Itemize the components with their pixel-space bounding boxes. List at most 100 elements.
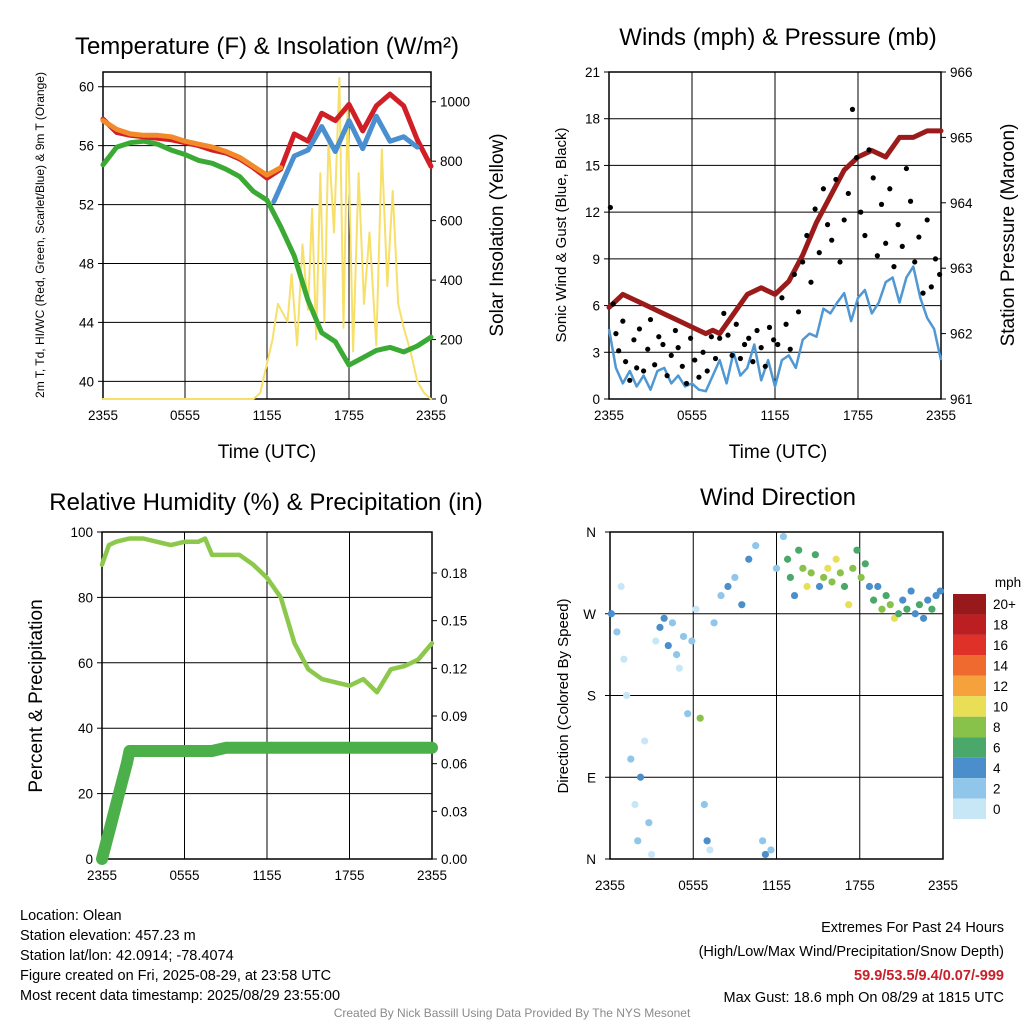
temperature-x-tick-label: 2355: [88, 408, 118, 423]
humidity-x-tick-label: 1755: [334, 868, 364, 883]
latlon-text: Station lat/lon: 42.0914; -78.4074: [20, 948, 234, 964]
created-text: Figure created on Fri, 2025-08-29, at 23…: [20, 968, 332, 984]
temp-series-insolation: [102, 76, 432, 400]
temperature-x-tick-label: 0555: [170, 408, 200, 423]
direction-point: [620, 655, 628, 663]
winds-y-tick-label: 15: [585, 158, 600, 173]
colorbar-swatch: [953, 614, 986, 635]
direction-point: [903, 605, 911, 613]
winds-y-tick-label: 3: [592, 345, 600, 360]
gust-point: [672, 327, 679, 334]
direction-point: [696, 714, 704, 722]
direction-point: [668, 619, 677, 627]
colorbar-label: 20+: [993, 597, 1016, 612]
winds-y-tick-label: 12: [585, 205, 600, 220]
winds-panel: 2355 0555 1155 1755 235503691215182196196296…: [553, 24, 1019, 463]
direction-point: [617, 582, 625, 591]
gust-point: [634, 365, 640, 371]
direction-point: [660, 614, 668, 622]
colorbar-label: 0: [993, 802, 1001, 817]
winds-y-tick-label: 18: [585, 112, 600, 127]
gust-point: [754, 327, 760, 334]
gust-point: [636, 326, 643, 332]
direction-point: [761, 850, 770, 859]
direction-point: [886, 601, 894, 609]
direction-point: [870, 596, 878, 604]
temperature-y-axis-label: 2m T, Td, HI/WC (Red, Green, Scarlet/Blu…: [33, 72, 47, 398]
direction-point: [882, 591, 890, 600]
humidity-panel: 2355 0555 1155 1755 23550204060801000.000.03…: [26, 489, 483, 883]
temp-series-2m-td: [100, 138, 434, 368]
direction-point: [752, 542, 760, 550]
winds-y2-tick-label: 965: [950, 130, 973, 145]
gust-point: [762, 363, 768, 369]
direction-point: [836, 569, 844, 577]
gust-point: [808, 279, 814, 285]
gust-point: [845, 190, 851, 197]
colorbar-swatch: [953, 675, 986, 697]
gust-point: [616, 348, 622, 354]
gust-point: [895, 222, 901, 228]
gust-point: [758, 345, 764, 351]
colorbar-label: 18: [993, 618, 1008, 633]
gust-point: [916, 234, 922, 240]
gust-point: [833, 176, 839, 183]
direction-point: [790, 591, 799, 600]
gust-point: [721, 310, 727, 316]
gust-point: [937, 271, 943, 278]
colorbar-swatch: [953, 737, 986, 758]
gust-point: [688, 335, 694, 341]
colorbar-swatch: [953, 696, 986, 717]
gust-point: [903, 165, 910, 172]
winds-y-tick-label: 0: [592, 392, 600, 407]
colorbar-swatch: [953, 778, 986, 799]
winds-x-tick-label: 1755: [843, 408, 873, 423]
direction-point: [932, 591, 940, 600]
direction-point: [684, 710, 692, 718]
colorbar-swatch: [953, 798, 986, 819]
gust-point: [746, 335, 752, 341]
gust-point: [820, 186, 827, 192]
gust-point: [920, 290, 926, 296]
direction-point: [710, 619, 718, 627]
direction-point: [731, 573, 739, 582]
direction-point: [784, 555, 792, 563]
direction-point: [807, 569, 815, 577]
direction-point: [895, 610, 903, 618]
gust-point: [766, 324, 773, 330]
gust-point: [640, 368, 647, 374]
direction-point: [703, 837, 711, 845]
colorbar-label: 16: [993, 638, 1008, 653]
direction-y-tick-label: W: [583, 607, 596, 622]
colorbar-label: 2: [993, 781, 1001, 796]
humidity-y2-tick-label: 0.03: [441, 804, 467, 819]
gust-point: [907, 198, 914, 204]
colorbar-title: mph: [995, 575, 1021, 590]
gust-point: [862, 232, 868, 239]
direction-y-axis-label: Direction (Colored By Speed): [555, 598, 572, 793]
direction-point: [627, 755, 635, 763]
direction-point: [820, 573, 828, 582]
gust-point: [858, 209, 864, 215]
temperature-y-tick-label: 44: [79, 315, 95, 330]
gust-point: [645, 346, 651, 352]
direction-point: [738, 601, 746, 609]
direction-point: [919, 614, 928, 622]
direction-point: [772, 564, 781, 572]
direction-point: [607, 610, 615, 618]
gust-point: [932, 256, 939, 262]
temperature-x-tick-label: 2355: [416, 408, 446, 423]
direction-point: [675, 664, 683, 672]
winds-x-tick-label: 1155: [760, 408, 789, 423]
direction-point: [745, 555, 753, 563]
recent-data-text: Most recent data timestamp: 2025/08/29 2…: [20, 988, 341, 1004]
colorbar-swatch: [953, 655, 986, 676]
direction-point: [899, 596, 907, 604]
gust-point: [683, 380, 690, 387]
temperature-y-tick-label: 52: [79, 198, 94, 213]
direction-point: [840, 582, 849, 591]
gust-point: [733, 321, 739, 327]
gust-point: [849, 106, 856, 112]
humidity-y-tick-label: 60: [78, 656, 93, 671]
